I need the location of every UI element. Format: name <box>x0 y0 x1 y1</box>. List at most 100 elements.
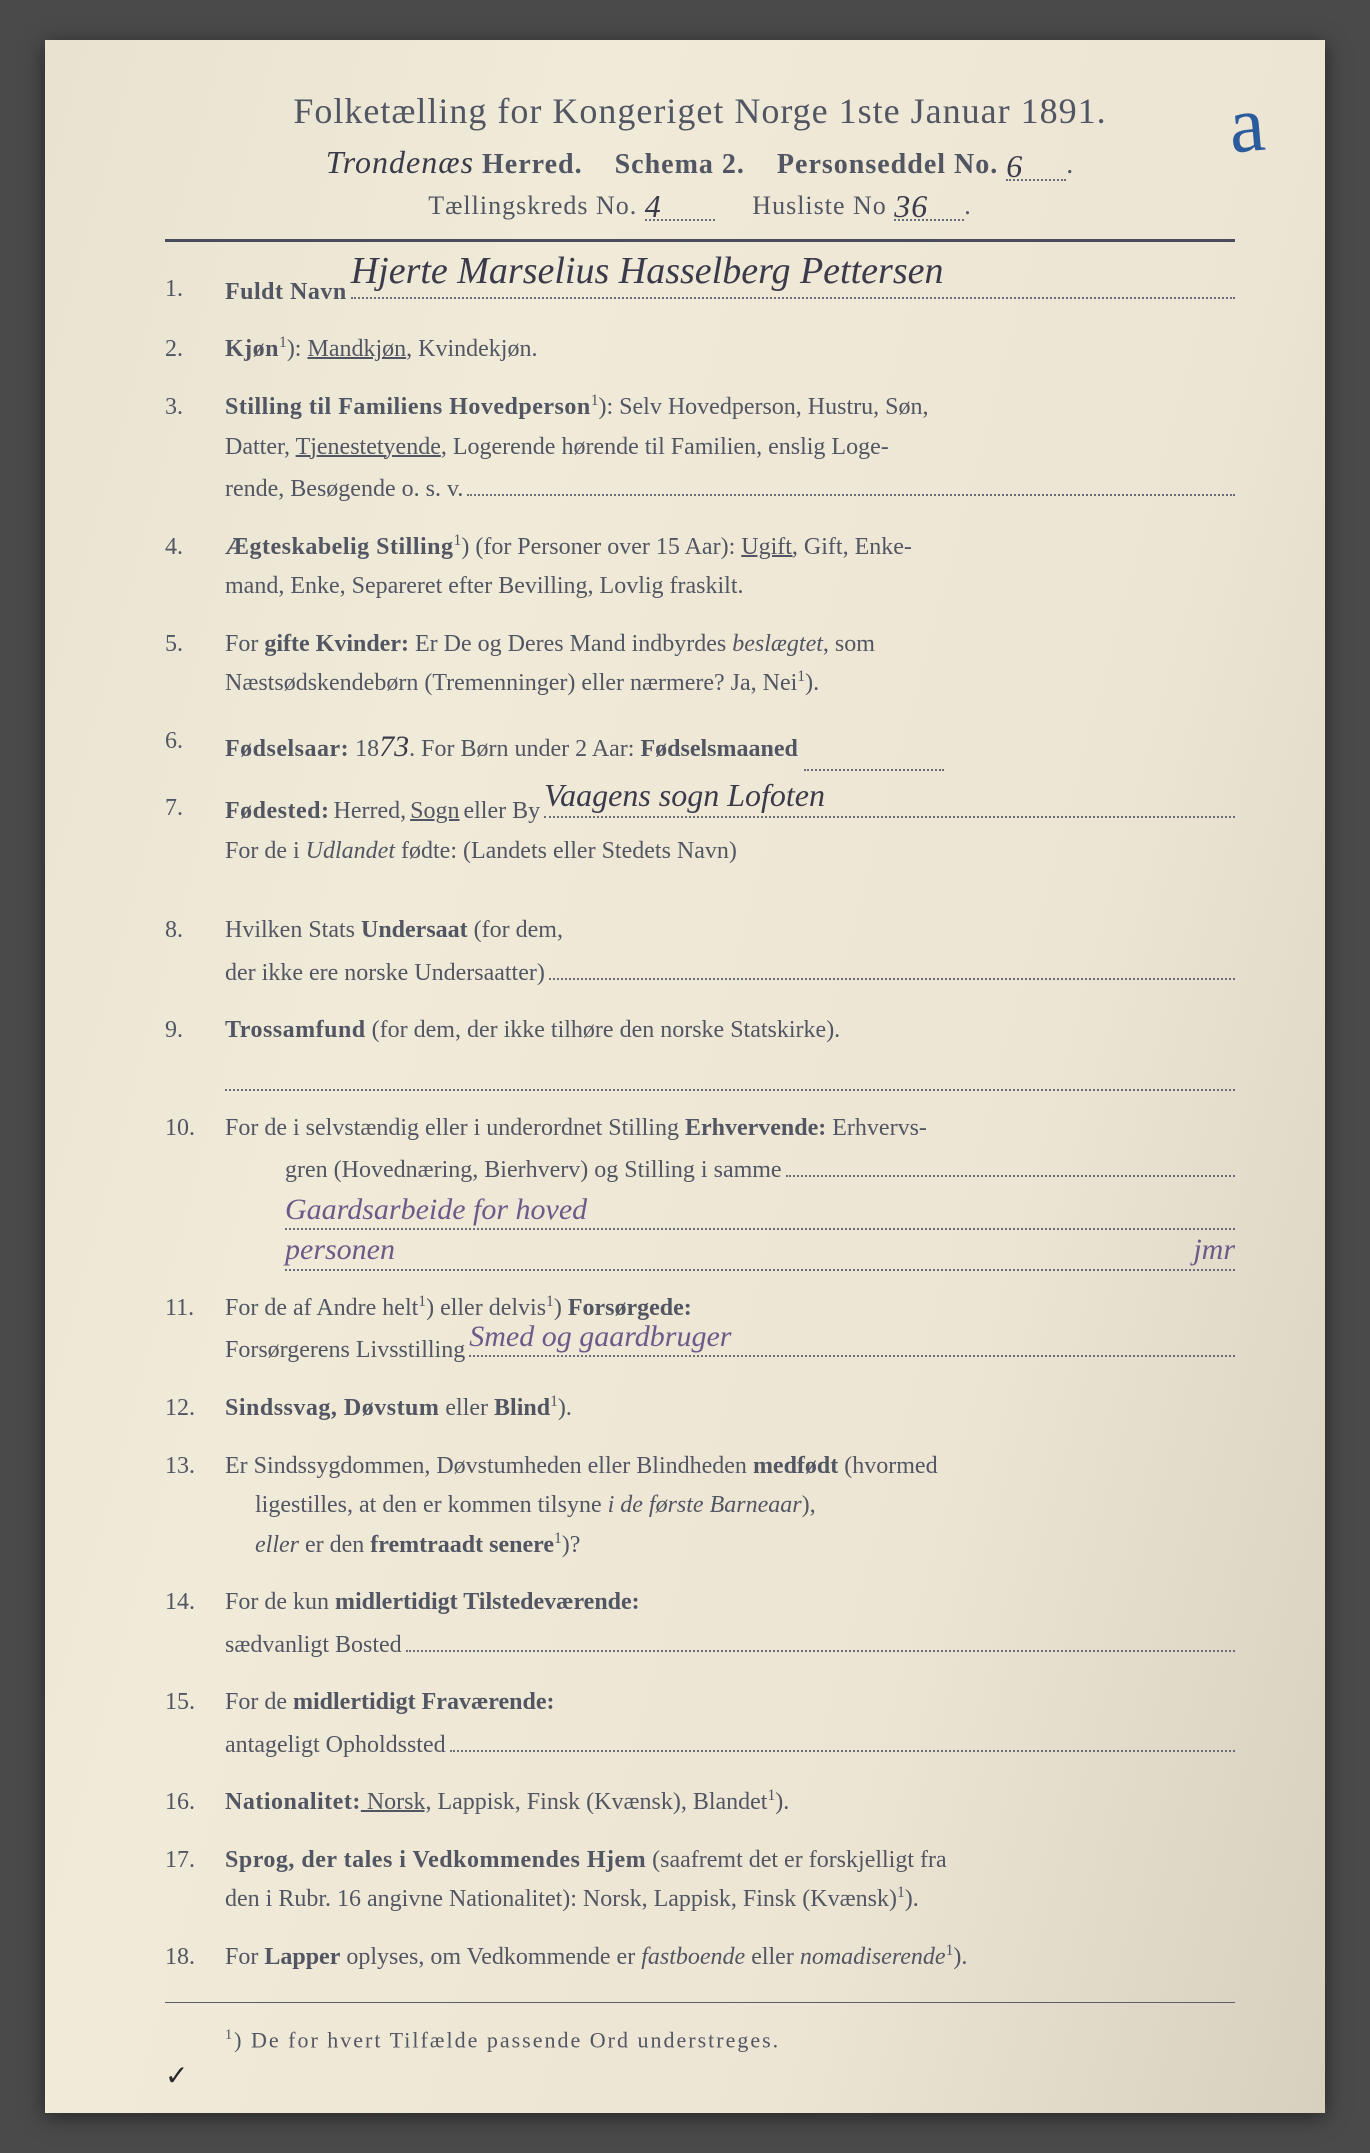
aegte-rest: Gift, Enke- <box>798 534 912 560</box>
item-6-fodsel: Fødselsaar: 1873. For Børn under 2 Aar: … <box>165 722 1235 772</box>
item-5-gifte: For gifte Kvinder: Er De og Deres Mand i… <box>165 625 1235 704</box>
gifte-ital: beslægtet <box>732 631 823 657</box>
fodested-sel: Sogn <box>410 792 459 832</box>
erh-l1b: Erhvervende: <box>685 1115 826 1141</box>
item-16-nationalitet: Nationalitet: Norsk, Lappisk, Finsk (Kvæ… <box>165 1783 1235 1823</box>
under-l1a: Hvilken Stats <box>225 917 361 943</box>
sprog-l2: den i Rubr. 16 angivne Nationalitet): No… <box>225 1886 897 1912</box>
erh-l1c: Erhvervs- <box>826 1115 927 1141</box>
census-form-page: a Folketælling for Kongeriget Norge 1ste… <box>45 40 1325 2113</box>
navn-value: Hjerte Marselius Hasselberg Pettersen <box>351 240 944 303</box>
fors-value: Smed og gaardbruger <box>469 1312 731 1362</box>
form-items: Fuldt Navn Hjerte Marselius Hasselberg P… <box>165 270 1235 1978</box>
sind-text: eller <box>439 1395 494 1421</box>
gifte-pre: For <box>225 631 264 657</box>
fodsel-t2: . For Børn under 2 Aar: <box>409 736 640 762</box>
fors-l2: Forsørgerens Livsstilling <box>225 1331 465 1371</box>
med-l3d: )? <box>562 1532 581 1558</box>
fodsel-prefix: 18 <box>355 736 379 762</box>
med-l2b: i de første Barneaar <box>608 1492 802 1518</box>
gifte-t1: Er De og Deres Mand indbyrdes <box>415 631 732 657</box>
lap-l1a: For <box>225 1944 264 1970</box>
sprog-sup: ). <box>905 1886 919 1912</box>
gifte-l2: Næstsødskendebørn (Tremenninger) eller n… <box>225 670 797 696</box>
lap-l1e: eller <box>745 1944 800 1970</box>
lap-l1f: nomadiserende <box>800 1944 946 1970</box>
item-8-undersaat: Hvilken Stats Undersaat (for dem, der ik… <box>165 911 1235 993</box>
item-9-tros: Trossamfund (for dem, der ikke tilhøre d… <box>165 1011 1235 1090</box>
til-l2: sædvanligt Bosted <box>225 1626 402 1666</box>
item-1-navn: Fuldt Navn Hjerte Marselius Hasselberg P… <box>165 270 1235 312</box>
kreds-label: Tællingskreds No. <box>428 191 637 220</box>
erh-value2b: jmr <box>1193 1225 1235 1275</box>
fodsel-year: 73 <box>379 730 409 763</box>
stilling-selected: Tjenestetyende <box>296 434 441 460</box>
med-l3c: fremtraadt senere <box>370 1532 554 1558</box>
sind-label: Sindssvag, Døvstum <box>225 1395 439 1421</box>
lap-sup: ). <box>953 1944 967 1970</box>
med-l1a: Er Sindssygdommen, Døvstumheden eller Bl… <box>225 1453 753 1479</box>
lap-l1c: oplyses, om Vedkommende er <box>340 1944 641 1970</box>
nat-rest: Lappisk, Finsk (Kvænsk), Blandet <box>431 1789 767 1815</box>
kjon-label: Kjøn <box>225 336 279 362</box>
erh-l1a: For de i selvstændig eller i underordnet… <box>225 1115 685 1141</box>
fra-l1a: For de <box>225 1689 293 1715</box>
lap-l1b: Lapper <box>264 1944 340 1970</box>
fodested-t: Herred, <box>333 792 406 832</box>
herred-label: Herred. <box>482 149 583 180</box>
footnote: 1) De for hvert Tilfælde passende Ord un… <box>165 2027 1235 2053</box>
under-l2: der ikke ere norske Undersaatter) <box>225 954 545 994</box>
husliste-label: Husliste No <box>752 191 887 220</box>
footnote-sup: 1 <box>225 2027 234 2043</box>
navn-label: Fuldt Navn <box>225 273 347 313</box>
schema-label: Schema 2. <box>615 149 745 180</box>
stilling-opts-2b: , Logerende hørende til Familien, enslig… <box>441 434 889 460</box>
herred-handwritten: Trondenæs <box>326 144 474 180</box>
sind-label2: Blind <box>494 1395 550 1421</box>
sprog-label: Sprog, der tales i Vedkommendes Hjem <box>225 1847 646 1873</box>
aegte-suffix: (for Personer over 15 Aar): <box>475 534 741 560</box>
item-11-forsorgede: For de af Andre helt1) eller delvis1) Fo… <box>165 1289 1235 1371</box>
header-line-2: Trondenæs Herred. Schema 2. Personseddel… <box>165 144 1235 181</box>
stilling-label: Stilling til Familiens Hovedperson <box>225 394 591 420</box>
footnote-rule <box>165 2002 1235 2003</box>
fra-l2: antageligt Opholdssted <box>225 1726 446 1766</box>
nat-sel: Norsk, <box>361 1789 432 1815</box>
form-header: Folketælling for Kongeriget Norge 1ste J… <box>165 90 1235 221</box>
item-4-aegteskab: Ægteskabelig Stilling1) (for Personer ov… <box>165 528 1235 607</box>
footnote-text: ) De for hvert Tilfælde passende Ord und… <box>234 2027 780 2052</box>
fodested-label: Fødested: <box>225 792 329 832</box>
annotation-letter-a: a <box>1226 79 1269 173</box>
tros-text: (for dem, der ikke tilhøre den norske St… <box>366 1017 841 1043</box>
item-17-sprog: Sprog, der tales i Vedkommendes Hjem (sa… <box>165 1841 1235 1920</box>
med-l2a: ligestilles, at den er kommen tilsyne <box>225 1492 608 1518</box>
sind-sup: ). <box>558 1395 572 1421</box>
under-l1c: (for dem, <box>468 917 563 943</box>
gifte-label: gifte Kvinder: <box>264 631 409 657</box>
item-10-erhverv: For de i selvstændig eller i underordnet… <box>165 1109 1235 1271</box>
aegte-selected: Ugift, <box>741 534 798 560</box>
header-line-3: Tællingskreds No. 4 Husliste No 36. <box>165 191 1235 221</box>
stilling-opts-2a: Datter, <box>225 434 296 460</box>
erh-value2: personen <box>285 1225 395 1275</box>
stilling-opts-3: rende, Besøgende o. s. v. <box>225 470 463 510</box>
fodested-t2: eller By <box>463 792 540 832</box>
item-12-sindssvag: Sindssvag, Døvstum eller Blind1). <box>165 1389 1235 1429</box>
personseddel-label: Personseddel No. <box>777 149 998 180</box>
fra-l1b: midlertidigt Fraværende: <box>293 1689 555 1715</box>
fodsel-label2: Fødselsmaaned <box>640 736 797 762</box>
form-title: Folketælling for Kongeriget Norge 1ste J… <box>165 90 1235 132</box>
aegte-label: Ægteskabelig Stilling <box>225 534 454 560</box>
fors-l1a: For de af Andre helt <box>225 1295 418 1321</box>
item-13-medfodt: Er Sindssygdommen, Døvstumheden eller Bl… <box>165 1447 1235 1566</box>
fodested-l2c: fødte: (Landets eller Stedets Navn) <box>395 838 737 864</box>
item-2-kjon: Kjøn1): Mandkjøn, Kvindekjøn. <box>165 330 1235 370</box>
fodsel-label: Fødselsaar: <box>225 736 349 762</box>
med-l3b: er den <box>299 1532 370 1558</box>
fodested-l2b: Udlandet <box>306 838 395 864</box>
item-3-stilling: Stilling til Familiens Hovedperson1): Se… <box>165 388 1235 510</box>
gifte-t1b: , som <box>823 631 875 657</box>
aegte-l2: mand, Enke, Separeret efter Bevilling, L… <box>225 573 744 599</box>
nat-label: Nationalitet: <box>225 1789 361 1815</box>
stilling-opts-1: Selv Hovedperson, Hustru, Søn, <box>619 394 928 420</box>
